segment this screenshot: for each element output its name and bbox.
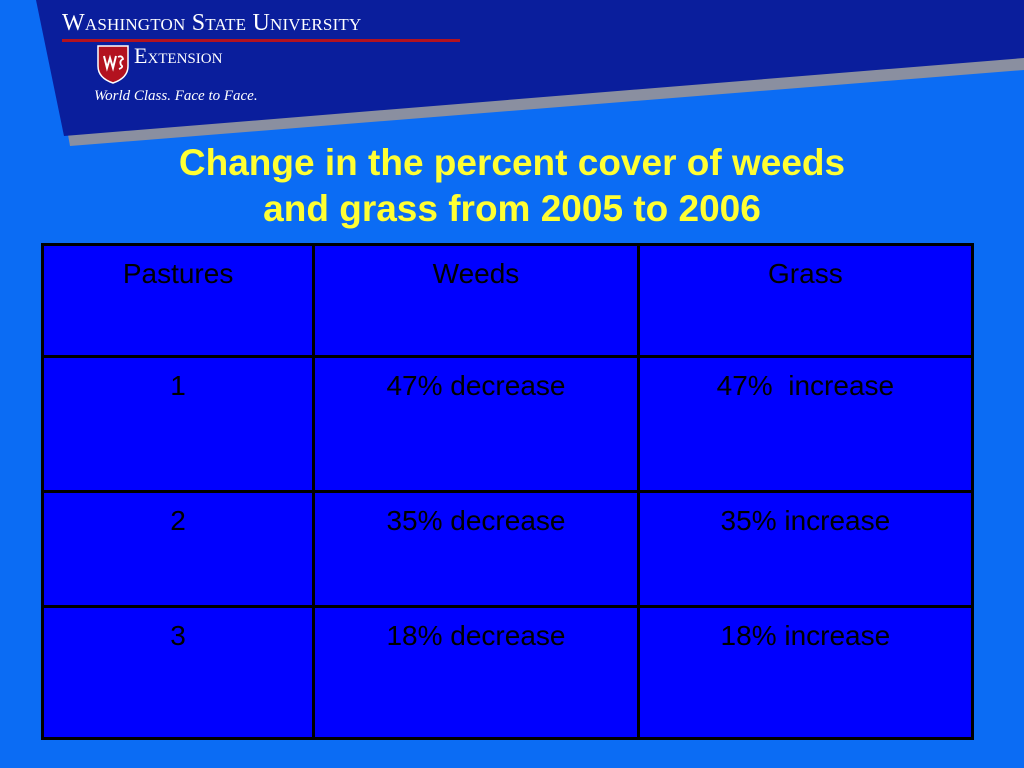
table-row: 2 35% decrease 35% increase — [40, 490, 975, 608]
weeds-cell: 18% decrease — [312, 605, 640, 740]
wsu-seal-icon — [97, 45, 129, 84]
pasture-cell: 3 — [40, 605, 316, 740]
logo-extension-name: Extension — [134, 43, 223, 68]
weeds-cell: 35% decrease — [312, 490, 640, 608]
grass-cell: 18% increase — [636, 605, 975, 740]
slide-title-line-2: and grass from 2005 to 2006 — [263, 188, 761, 229]
banner-band — [36, 0, 1024, 136]
weeds-cell: 47% decrease — [312, 355, 640, 493]
header-grass: Grass — [636, 243, 975, 358]
header-banner — [36, 0, 1024, 146]
wsu-extension-logo: Washington State University Extension Wo… — [58, 6, 460, 110]
logo-university-name: Washington State University — [62, 10, 362, 36]
slide-title-line-1: Change in the percent cover of weeds — [178, 142, 846, 183]
pasture-cover-table: Pastures Weeds Grass 1 47% decrease 47% … — [40, 243, 975, 740]
pasture-cell: 1 — [40, 355, 316, 493]
header-pastures: Pastures — [40, 243, 316, 358]
table-row: 3 18% decrease 18% increase — [40, 605, 975, 740]
grass-cell: 47% increase — [636, 355, 975, 493]
logo-divider — [62, 39, 460, 42]
table-header-row: Pastures Weeds Grass — [40, 243, 975, 358]
pasture-cell: 2 — [40, 490, 316, 608]
grass-cell: 35% increase — [636, 490, 975, 608]
table-row: 1 47% decrease 47% increase — [40, 355, 975, 493]
logo-tagline: World Class. Face to Face. — [94, 88, 258, 104]
slide-title: Change in the percent cover of weeds and… — [60, 140, 964, 232]
header-weeds: Weeds — [312, 243, 640, 358]
